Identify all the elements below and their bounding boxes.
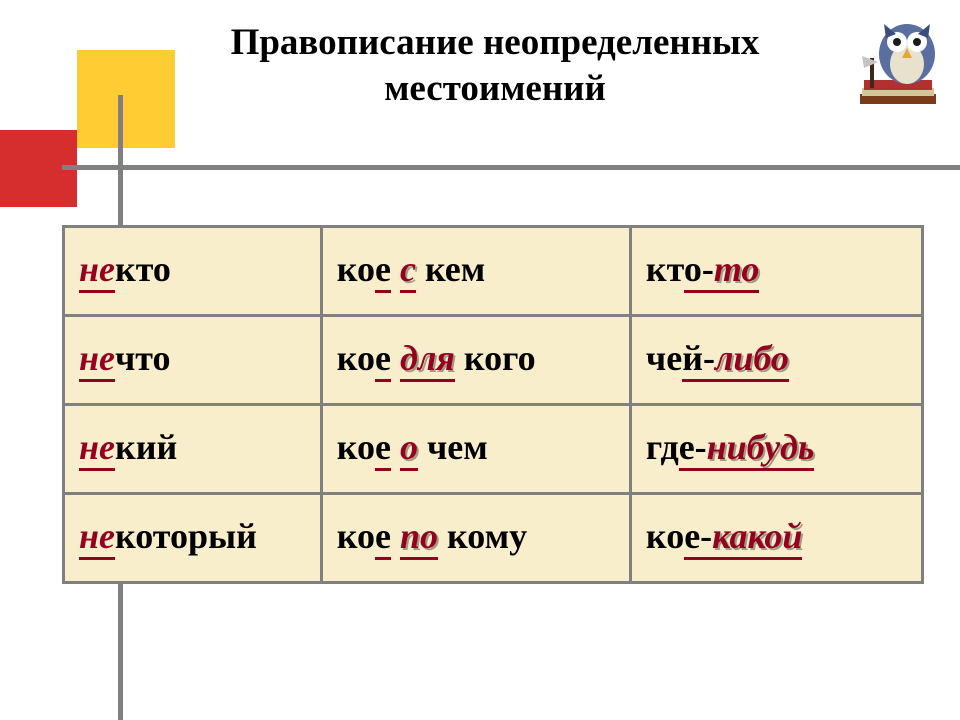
part: кого [464,338,536,378]
cell-nekii: некий [64,405,322,494]
table-row: некий кое о чем где-нибудь [64,405,923,494]
cell-nechto: нечто [64,316,322,405]
part: е [375,249,391,293]
prefix: не [79,427,115,471]
part: й- [682,338,715,382]
table-row: некоторый кое по кому кое-какой [64,494,923,583]
slide: { "title_line1": "Правописание неопредел… [0,0,960,720]
cell-koe-dlya-kogo: кое для кого [321,316,630,405]
part: кому [447,516,527,556]
cell-koe-s-kem: кое с кем [321,227,630,316]
suffix: нибудь [707,427,815,471]
cell-nekotoryi: некоторый [64,494,322,583]
horizontal-rule [62,165,960,170]
prefix: не [79,249,115,293]
part: че [646,338,682,378]
owl-icon [852,8,952,118]
part: кем [425,249,485,289]
prefix: не [79,516,115,560]
cell-chei-libo: чей-либо [630,316,922,405]
part: ко [646,516,684,556]
part: е- [684,516,712,560]
slide-title: Правописание неопределенных местоимений [130,20,860,113]
prefix: не [79,338,115,382]
title-line-1: Правописание неопределенных [231,22,760,63]
part: чем [427,427,488,467]
cell-gde-nibud: где-нибудь [630,405,922,494]
part: е [375,427,391,471]
cell-koe-o-chem: кое о чем [321,405,630,494]
part: гд [646,427,679,467]
stem: кто [115,249,171,289]
stem: кий [115,427,177,467]
table-row: нечто кое для кого чей-либо [64,316,923,405]
stem: что [115,338,171,378]
suffix: либо [715,338,789,382]
part: ко [337,516,375,556]
preposition: по [400,516,438,560]
part: е [375,516,391,560]
stem: который [115,516,257,556]
part: ко [337,338,375,378]
part: ко [337,427,375,467]
preposition: о [400,427,418,471]
preposition: для [400,338,455,382]
pronouns-table: некто кое с кем кто-то нечто кое для ког… [62,225,924,584]
part: о- [684,249,714,293]
suffix: какой [712,516,802,560]
cell-kto-to: кто-то [630,227,922,316]
preposition: с [400,249,416,293]
title-line-2: местоимений [384,68,606,109]
part: ко [337,249,375,289]
part: е [375,338,391,382]
cell-koe-po-komu: кое по кому [321,494,630,583]
part: е- [679,427,707,471]
cell-koe-kakoi: кое-какой [630,494,922,583]
table-row: некто кое с кем кто-то [64,227,923,316]
suffix: то [714,249,760,293]
part: кт [646,249,684,289]
cell-nekto: некто [64,227,322,316]
